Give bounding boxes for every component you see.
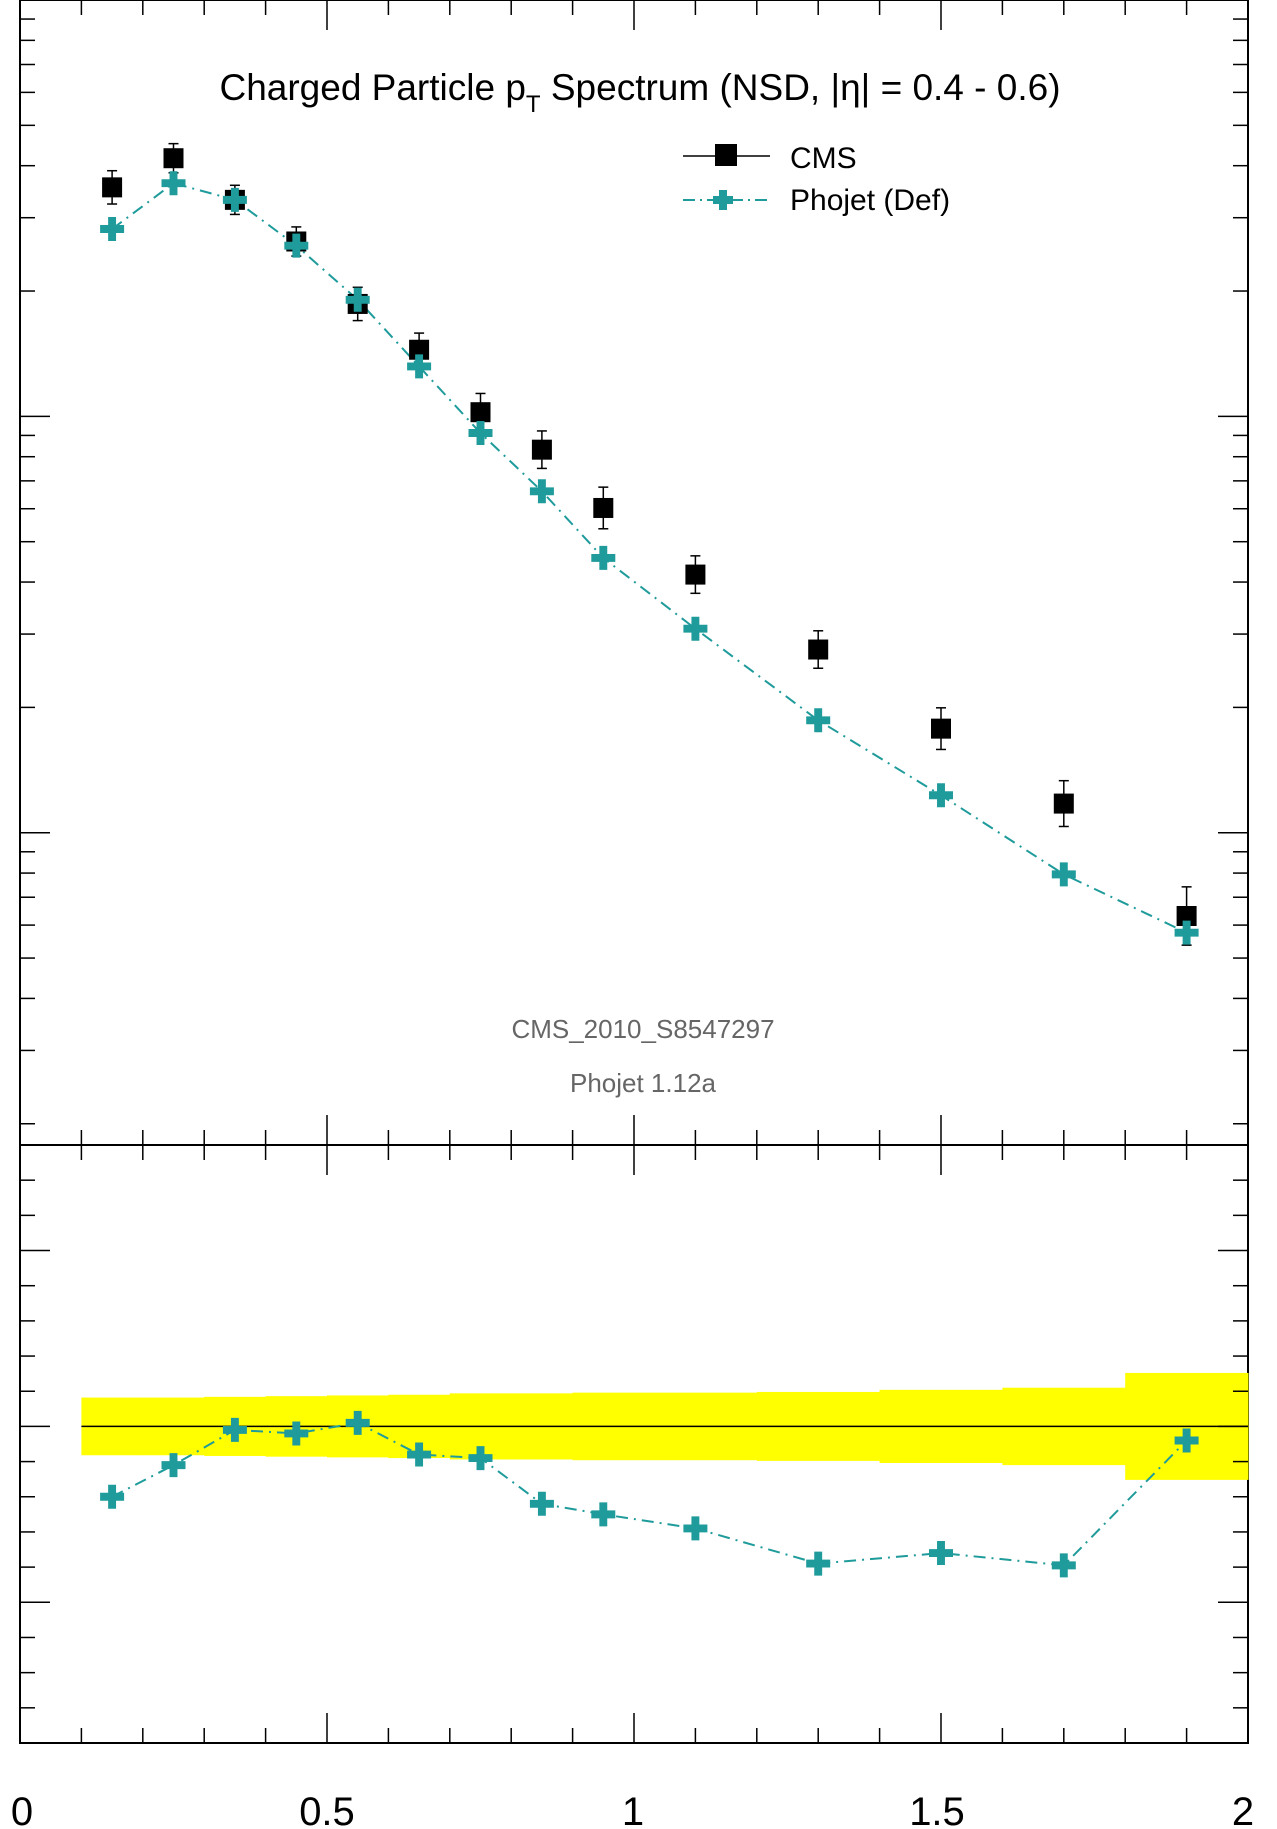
ratio-point-phojet <box>161 1453 186 1478</box>
ratio-point-phojet <box>1174 1428 1199 1453</box>
chart-title-rest: Spectrum (NSD, |η| = 0.4 - 0.6) <box>541 67 1061 108</box>
ratio-point-phojet <box>345 1410 370 1435</box>
analysis-id-label: CMS_2010_S8547297 <box>511 1014 774 1044</box>
ratio-point-phojet <box>529 1491 554 1516</box>
main-point-phojet <box>100 217 125 241</box>
main-layer <box>100 142 1199 946</box>
cms-point <box>593 497 614 518</box>
cms-point <box>1053 793 1074 814</box>
main-point-phojet <box>1174 920 1199 945</box>
main-point-phojet <box>284 233 309 258</box>
main-point-phojet <box>1051 862 1076 887</box>
x-tick-label-0: 0 <box>11 1790 33 1829</box>
ratio-point-phojet <box>806 1551 831 1576</box>
main-point-phojet <box>929 783 953 808</box>
cms-point <box>102 177 123 198</box>
main-point-phojet <box>407 354 432 379</box>
legend-phojet-marker <box>713 190 733 210</box>
ratio-point-phojet <box>683 1516 708 1541</box>
x-tick-label-0.5: 0.5 <box>299 1790 355 1829</box>
main-point-phojet <box>806 708 831 733</box>
cms-point <box>163 148 184 169</box>
cms-point <box>1176 906 1197 926</box>
tick-layer <box>19 0 1249 1743</box>
main-point-phojet <box>222 187 247 212</box>
main-point-phojet <box>468 421 493 446</box>
legend-phojet-label: Phojet (Def) <box>790 184 950 217</box>
ratio-point-phojet <box>407 1442 432 1467</box>
ratio-point-phojet <box>468 1446 493 1471</box>
legend-cms-marker <box>715 144 737 166</box>
legend-cms-label: CMS <box>790 142 857 175</box>
cms-point <box>685 564 706 585</box>
main-point-phojet <box>345 287 370 312</box>
x-tick-label-1.5: 1.5 <box>909 1790 965 1829</box>
cms-point <box>808 639 829 660</box>
ratio-point-phojet <box>222 1417 247 1442</box>
cms-point <box>931 718 951 739</box>
chart-title: Charged Particle pT Spectrum (NSD, |η| =… <box>219 67 1060 118</box>
ratio-point-phojet <box>591 1502 616 1527</box>
ratio-point-phojet <box>284 1421 309 1446</box>
ratio-point-phojet <box>100 1484 125 1509</box>
x-tick-label-2: 2 <box>1232 1790 1254 1829</box>
legend: CMS Phojet (Def) <box>683 142 950 217</box>
main-point-phojet <box>591 545 616 570</box>
x-tick-label-1: 1 <box>622 1790 644 1829</box>
chart-title-subscript: T <box>526 91 541 118</box>
main-line-phojet <box>111 182 1188 934</box>
ratio-point-phojet <box>1051 1553 1076 1578</box>
ratio-point-phojet <box>929 1541 953 1566</box>
cms-point <box>470 402 491 423</box>
cms-point <box>409 339 430 360</box>
main-point-phojet <box>683 616 708 641</box>
x-tick-labels: 0 0.5 1 1.5 2 <box>11 1790 1254 1829</box>
main-point-phojet <box>529 479 554 504</box>
generator-label: Phojet 1.12a <box>570 1068 717 1098</box>
chart-title-main: Charged Particle p <box>219 67 525 108</box>
ratio-layer <box>81 1372 1249 1578</box>
cms-point <box>531 439 552 460</box>
main-point-phojet <box>161 171 186 196</box>
main-panel-frame <box>19 0 1249 1146</box>
